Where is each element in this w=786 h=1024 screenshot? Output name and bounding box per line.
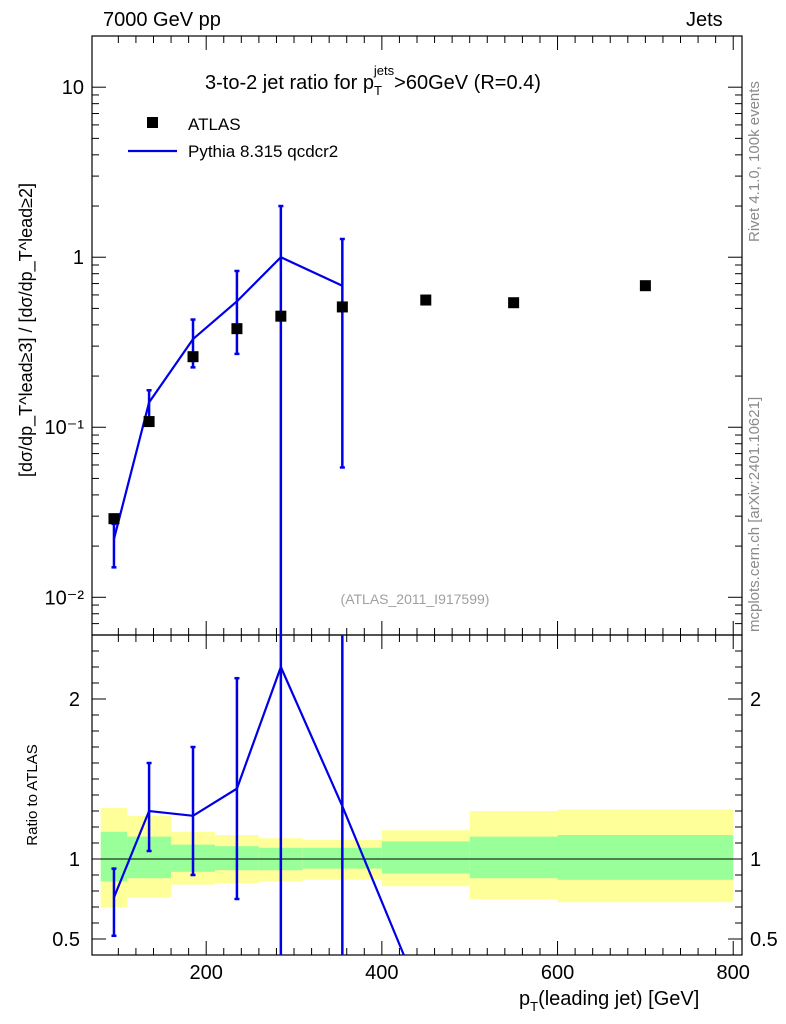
y-tick-label-ratio-left-0: 2 <box>69 689 80 711</box>
header-jets-label: Jets <box>686 9 723 31</box>
rivet-version-label: Rivet 4.1.0, 100k events <box>746 81 763 242</box>
legend-marker-atlas <box>147 117 158 128</box>
atlas-point-6 <box>420 294 432 306</box>
x-axis-label: pT(leading jet) [GeV] <box>519 988 699 1014</box>
y-tick-label-ratio-right-1: 1 <box>750 849 761 871</box>
ratio-line <box>112 664 405 956</box>
axis-ticks <box>92 35 742 956</box>
atlas-point-5 <box>336 301 348 313</box>
atlas-point-2 <box>187 351 199 363</box>
y-tick-label-ratio-right-2: 0.5 <box>750 929 778 951</box>
atlas-point-3 <box>231 323 243 335</box>
y-tick-label-ratio-left-2: 0.5 <box>52 929 80 951</box>
atlas-point-1 <box>143 416 155 428</box>
tick-labels: 200 400 600 800 10 1 10⁻¹ 10⁻² 2 2 1 1 0.5 0.5 <box>45 77 778 984</box>
chart-title: 3-to-2 jet ratio for pTjets>60GeV (R=0.4… <box>205 63 541 98</box>
analysis-label: (ATLAS_2011_I917599) <box>341 591 490 607</box>
legend-label-pythia: Pythia 8.315 qcdcr2 <box>188 142 338 161</box>
y-tick-label-top-1: 1 <box>73 247 84 269</box>
source-url-label: mcplots.cern.ch [arXiv:2401.10621] <box>746 396 763 632</box>
atlas-point-8 <box>639 280 651 292</box>
x-tick-label-400: 400 <box>365 962 398 984</box>
y-tick-label-ratio-right-0: 2 <box>750 689 761 711</box>
atlas-point-0 <box>108 513 120 525</box>
mc-line <box>112 255 343 540</box>
green-band-6 <box>381 841 470 874</box>
legend: ATLAS Pythia 8.315 qcdcr2 <box>128 115 338 161</box>
header-energy-label: 7000 GeV pp <box>103 9 221 31</box>
green-band-8 <box>557 835 734 880</box>
x-tick-label-800: 800 <box>717 962 750 984</box>
atlas-point-7 <box>508 297 520 309</box>
green-band-7 <box>469 836 558 879</box>
y-tick-label-top-2: 10⁻¹ <box>45 417 85 439</box>
y-tick-label-ratio-left-1: 1 <box>69 849 80 871</box>
x-tick-label-600: 600 <box>541 962 574 984</box>
y-tick-label-top-0: 10 <box>62 77 84 99</box>
atlas-point-4 <box>275 310 287 322</box>
series-marks <box>108 204 651 956</box>
y-axis-label-top: [dσ/dp_T^lead≥3] / [dσ/dp_T^lead≥2] <box>16 183 37 477</box>
y-tick-label-top-3: 10⁻² <box>45 587 85 609</box>
x-tick-label-200: 200 <box>190 962 223 984</box>
y-axis-label-ratio: Ratio to ATLAS <box>24 744 41 845</box>
legend-label-atlas: ATLAS <box>188 115 241 134</box>
